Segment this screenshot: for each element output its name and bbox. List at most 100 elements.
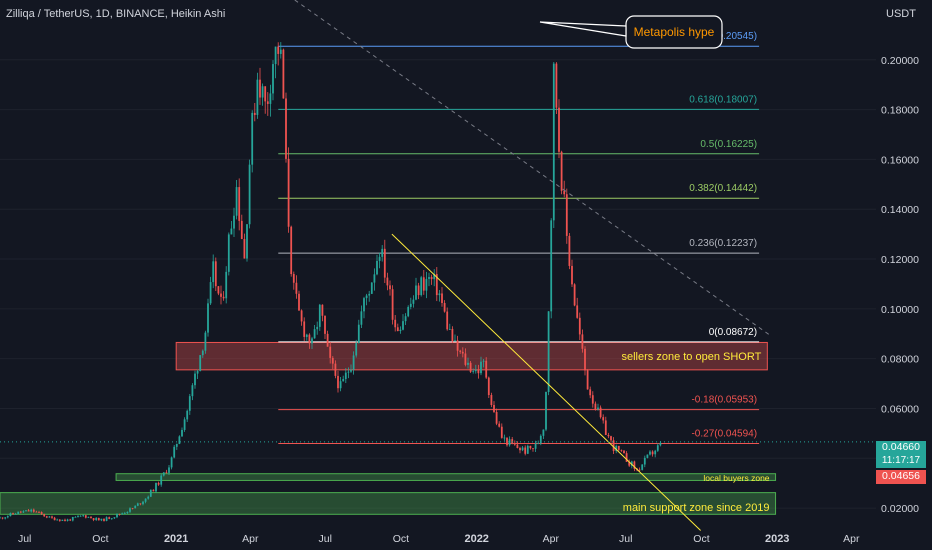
candle-body bbox=[365, 295, 368, 299]
candle-body bbox=[248, 164, 251, 225]
candle-body bbox=[79, 515, 82, 517]
candle-body bbox=[144, 498, 147, 502]
candle-body bbox=[482, 360, 485, 362]
candle-body bbox=[389, 285, 391, 290]
candle-body bbox=[443, 303, 446, 312]
time-axis-label: Apr bbox=[242, 533, 259, 545]
candle-body bbox=[97, 518, 100, 521]
candle-body bbox=[27, 510, 30, 512]
chart-title: Zilliqa / TetherUS, 1D, BINANCE, Heikin … bbox=[6, 8, 226, 20]
price-tick-label: 0.18000 bbox=[881, 105, 919, 117]
candle-body bbox=[103, 518, 105, 521]
prev-close-value: 0.04656 bbox=[882, 470, 920, 482]
prev-close-tag: 0.04656 bbox=[876, 470, 926, 484]
candle-body bbox=[1, 517, 4, 519]
candle-body bbox=[69, 519, 72, 521]
price-unit-label: USDT bbox=[886, 8, 916, 20]
candle-body bbox=[404, 316, 407, 322]
candle-body bbox=[516, 444, 519, 449]
candle-body bbox=[363, 298, 365, 312]
fib-level-label: 0.618(0.18007) bbox=[689, 94, 757, 105]
candle-body bbox=[617, 445, 620, 450]
candle-body bbox=[563, 190, 566, 195]
candle-body bbox=[277, 46, 280, 54]
candle-body bbox=[461, 351, 464, 354]
candle-body bbox=[469, 362, 472, 372]
candle-body bbox=[339, 381, 342, 389]
candle-body bbox=[438, 293, 441, 296]
candle-body bbox=[220, 293, 222, 297]
candle-body bbox=[74, 516, 77, 518]
candle-body bbox=[342, 379, 345, 382]
candle-body bbox=[129, 508, 131, 512]
candle-body bbox=[253, 112, 256, 115]
candle-body bbox=[311, 338, 313, 344]
candle-body bbox=[581, 334, 584, 349]
candle-body bbox=[615, 445, 618, 451]
zone-box bbox=[0, 492, 777, 515]
candle-body bbox=[256, 79, 259, 115]
bar-countdown-value: 11:17:17 bbox=[881, 455, 921, 466]
candle-body bbox=[656, 445, 659, 451]
zone-box bbox=[175, 341, 768, 371]
candle-body bbox=[495, 411, 498, 424]
candle-body bbox=[113, 517, 116, 519]
candle-body bbox=[326, 333, 329, 347]
candle-body bbox=[121, 513, 124, 515]
candle-body bbox=[407, 306, 410, 317]
candle-body bbox=[511, 439, 514, 444]
candle-body bbox=[383, 248, 386, 278]
candle-body bbox=[521, 447, 524, 451]
candle-body bbox=[305, 334, 308, 337]
candle-body bbox=[303, 321, 306, 337]
candle-body bbox=[123, 512, 126, 514]
candle-body bbox=[451, 328, 454, 342]
candle-body bbox=[285, 98, 287, 159]
fib-level-label: 0.5(0.16225) bbox=[700, 139, 757, 150]
candle-body bbox=[641, 464, 644, 470]
candle-body bbox=[550, 220, 553, 312]
candle-body bbox=[272, 64, 274, 94]
candle-body bbox=[32, 509, 35, 512]
candle-body bbox=[147, 496, 150, 499]
candle-body bbox=[53, 517, 56, 521]
candle-body bbox=[136, 503, 139, 506]
candle-body bbox=[82, 515, 85, 517]
candle-body bbox=[38, 511, 40, 513]
candle-body bbox=[279, 49, 282, 54]
candle-body bbox=[100, 518, 103, 521]
candle-body bbox=[654, 450, 657, 455]
time-axis-label: Oct bbox=[92, 533, 108, 545]
candle-body bbox=[45, 516, 48, 518]
candle-body bbox=[571, 265, 573, 285]
candle-body bbox=[381, 248, 384, 257]
candle-body bbox=[14, 513, 17, 515]
candle-body bbox=[347, 371, 350, 373]
candle-body bbox=[313, 329, 316, 339]
candle-body bbox=[472, 371, 475, 372]
candle-body bbox=[435, 274, 438, 296]
candle-body bbox=[586, 370, 589, 390]
candle-body bbox=[108, 517, 111, 519]
fib-level-label: 0(0.08672) bbox=[709, 327, 757, 338]
candle-body bbox=[139, 503, 142, 505]
candle-body bbox=[425, 278, 428, 291]
candle-body bbox=[456, 340, 459, 351]
callout-pointer bbox=[539, 21, 627, 37]
candle-body bbox=[623, 450, 625, 454]
candle-body bbox=[4, 517, 7, 519]
candle-body bbox=[64, 519, 66, 521]
candle-body bbox=[227, 234, 230, 272]
candle-body bbox=[316, 326, 319, 330]
candle-body bbox=[334, 363, 337, 376]
candle-body bbox=[183, 419, 186, 430]
candle-body bbox=[110, 518, 113, 520]
candle-body bbox=[633, 461, 636, 469]
candle-body bbox=[308, 334, 311, 344]
candle-body bbox=[428, 277, 430, 279]
candle-body bbox=[513, 443, 516, 445]
candle-body bbox=[118, 514, 121, 515]
candle-body bbox=[66, 519, 69, 521]
